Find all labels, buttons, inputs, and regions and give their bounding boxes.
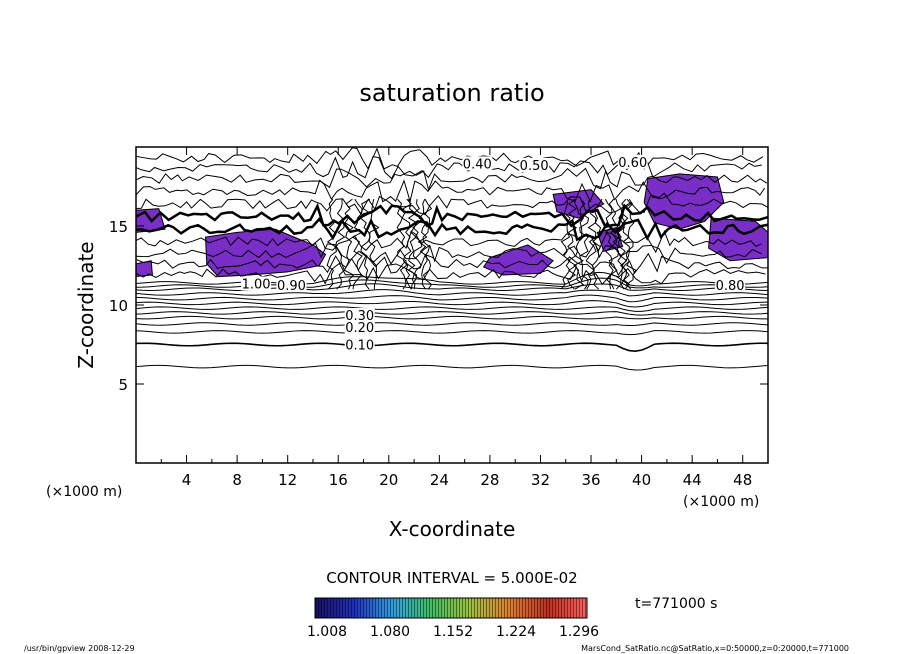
x-tick-label: 4 — [182, 471, 192, 489]
plot-area: 0.10 0.200.30 0.40 0.50 0.60 0.80 0.90 1.00 — [136, 147, 768, 463]
colorbar-tick-label: 1.296 — [559, 624, 599, 640]
colorbar-tick-label: 1.008 — [307, 624, 347, 640]
contour-convective-1-5 — [422, 198, 433, 290]
contour-label-bg-7 — [276, 278, 307, 293]
contour-interval-text: CONTOUR INTERVAL = 5.000E-02 — [326, 569, 577, 587]
contour-label-7: 0.90 — [277, 279, 306, 294]
contour-label-bg-8 — [241, 276, 272, 291]
x-unit-right: (×1000 m) — [683, 494, 759, 510]
contour-upper-4 — [136, 217, 768, 242]
contour-label-8: 1.00 — [242, 277, 271, 292]
contour-convective-2-5 — [591, 198, 603, 290]
y-tick-label: 15 — [109, 218, 128, 236]
contour-labels: 0.10 0.200.30 0.40 0.50 0.60 0.80 0.90 1.00 — [241, 154, 746, 353]
contour-convective-0-2 — [343, 198, 355, 290]
colorbar — [314, 597, 588, 619]
y-axis-ticks: 5 10 15 — [109, 218, 768, 394]
contour-convective-2-1 — [567, 198, 578, 290]
x-tick-label: 16 — [329, 471, 348, 489]
chart-title: saturation ratio — [359, 79, 544, 107]
contour-convective-3-1 — [608, 198, 620, 290]
contour-convective-0-3 — [351, 198, 363, 290]
contour-lines — [136, 147, 768, 371]
x-tick-label: 48 — [733, 471, 752, 489]
contour-label-1: 0.20 — [345, 321, 374, 336]
contour-lower-6 — [136, 306, 768, 312]
contour-label-3: 0.40 — [463, 157, 492, 172]
contour-lower-1 — [136, 342, 768, 352]
contour-convective-1-4 — [417, 198, 428, 290]
time-label: t=771000 s — [635, 596, 717, 612]
footer-left: /usr/bin/gpview 2008-12-29 — [24, 644, 135, 653]
contour-convective-2-3 — [579, 198, 590, 290]
x-axis-label: X-coordinate — [389, 517, 516, 541]
contour-label-5: 0.60 — [618, 156, 647, 171]
contour-convective-3-2 — [612, 198, 623, 290]
contour-upper-9 — [136, 156, 762, 180]
x-tick-label: 12 — [278, 471, 297, 489]
x-tick-label: 28 — [480, 471, 499, 489]
contour-label-4: 0.50 — [520, 159, 549, 174]
contour-upper-7 — [136, 179, 766, 204]
contour-lower-8 — [136, 294, 768, 303]
contour-upper-8 — [136, 167, 768, 192]
contour-label-bg-6 — [715, 278, 746, 293]
contour-convective-3-5 — [625, 198, 637, 290]
x-axis-ticks: 4 8 12 16 20 24 28 32 36 40 44 48 — [160, 147, 752, 489]
contour-convective-2-4 — [585, 199, 597, 290]
contour-lower-0 — [136, 364, 768, 371]
x-tick-label: 40 — [632, 471, 651, 489]
contour-convective-1-0 — [396, 198, 407, 290]
contour-convective-3-4 — [621, 198, 632, 290]
contour-lower-7 — [136, 300, 768, 308]
contour-upper-10 — [136, 147, 764, 170]
contour-upper-2 — [136, 241, 762, 265]
colorbar-tick-label: 1.224 — [496, 624, 536, 640]
y-axis-label: Z-coordinate — [74, 241, 98, 368]
contour-lower-5 — [136, 311, 768, 316]
contour-convective-0-1 — [335, 199, 346, 290]
contour-upper-3 — [136, 229, 762, 254]
contour-upper-5 — [136, 202, 768, 229]
footer-right: MarsCond_SatRatio.nc@SatRatio,x=0:50000,… — [581, 644, 849, 653]
contour-lower-2 — [136, 330, 768, 336]
contour-convective-0-4 — [359, 198, 372, 290]
x-tick-label: 24 — [430, 471, 449, 489]
supersaturation-region-3 — [482, 244, 554, 276]
contour-convective-0-0 — [326, 198, 338, 290]
contour-lower-4 — [136, 315, 768, 320]
contour-convective-1-1 — [401, 198, 412, 290]
y-tick-label: 10 — [109, 297, 128, 315]
x-tick-label: 36 — [581, 471, 600, 489]
contour-label-bg-1 — [344, 319, 375, 334]
contour-label-bg-2 — [344, 308, 375, 323]
contour-label-bg-0 — [344, 337, 375, 352]
x-tick-label: 44 — [683, 471, 702, 489]
colorbar-tick-label: 1.080 — [370, 624, 410, 640]
contour-upper-1 — [136, 252, 768, 276]
x-tick-label: 8 — [232, 471, 242, 489]
contour-label-6: 0.80 — [716, 279, 745, 294]
contour-label-bg-5 — [617, 154, 648, 169]
contour-upper-0 — [136, 262, 766, 286]
x-tick-label: 20 — [379, 471, 398, 489]
contour-lower-9 — [136, 289, 768, 297]
x-unit-left: (×1000 m) — [46, 484, 122, 500]
y-tick-label: 5 — [118, 376, 128, 394]
x-tick-label: 32 — [531, 471, 550, 489]
contour-convective-2-2 — [573, 199, 585, 290]
contour-lower-3 — [136, 322, 768, 327]
contour-label-bg-4 — [519, 157, 550, 172]
contour-upper-6 — [136, 192, 768, 216]
contour-label-2: 0.30 — [345, 309, 374, 324]
contour-label-0: 0.10 — [345, 338, 374, 353]
contour-convective-0-5 — [368, 199, 380, 290]
colorbar-ticks: 1.008 1.080 1.152 1.224 1.296 — [307, 624, 599, 640]
contour-convective-2-0 — [560, 199, 571, 290]
contour-label-bg-3 — [462, 156, 493, 171]
colorbar-tick-label: 1.152 — [433, 624, 473, 640]
